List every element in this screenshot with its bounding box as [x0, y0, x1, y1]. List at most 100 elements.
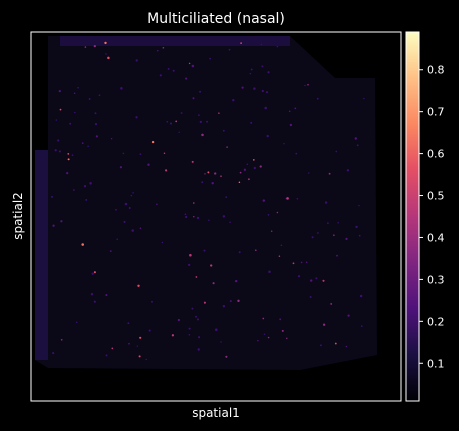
- expression-spot: [240, 42, 242, 44]
- expression-spot: [250, 121, 253, 124]
- expression-spot: [232, 99, 235, 102]
- expression-spot: [264, 106, 267, 110]
- expression-spot: [156, 203, 158, 206]
- expression-spot: [356, 144, 359, 147]
- tissue-region: [35, 36, 377, 370]
- expression-spot: [333, 234, 335, 236]
- expression-spot: [203, 249, 206, 252]
- expression-spot: [69, 122, 72, 125]
- expression-spot: [139, 153, 142, 155]
- expression-spot: [163, 152, 166, 155]
- expression-spot: [188, 334, 191, 336]
- expression-spot: [355, 225, 358, 229]
- expression-spot: [166, 120, 169, 123]
- expression-spot: [94, 112, 97, 115]
- expression-spot: [60, 338, 63, 341]
- expression-spot: [127, 322, 130, 325]
- expression-spot: [95, 135, 98, 138]
- colorbar-tick-label: 0.2: [427, 315, 445, 328]
- expression-spot: [145, 358, 147, 361]
- plot-area: [30, 31, 402, 402]
- expression-spot: [177, 318, 181, 322]
- expression-spot: [147, 163, 150, 167]
- expression-spot: [281, 329, 284, 332]
- expression-spot: [148, 329, 151, 332]
- colorbar-tick-label: 0.6: [427, 148, 445, 161]
- expression-spot: [167, 67, 170, 70]
- expression-spot: [304, 84, 306, 87]
- expression-spot: [212, 282, 215, 285]
- colorbar-tick-label: 0.4: [427, 231, 445, 244]
- expression-spot: [178, 131, 180, 133]
- expression-spot: [204, 173, 206, 175]
- expression-spot: [267, 71, 270, 74]
- expression-spot: [58, 89, 61, 93]
- expression-spot: [289, 123, 293, 127]
- expression-spot: [253, 87, 256, 90]
- expression-spot: [193, 215, 195, 218]
- expression-spot: [266, 134, 269, 138]
- expression-spot: [311, 236, 314, 239]
- expression-spot: [322, 279, 325, 282]
- x-axis-label: spatial1: [192, 406, 240, 420]
- expression-spot: [74, 111, 76, 114]
- expression-spot: [136, 345, 138, 347]
- expression-spot: [54, 149, 57, 152]
- expression-spot: [310, 279, 313, 282]
- expression-spot: [122, 152, 125, 155]
- expression-spot: [322, 323, 326, 326]
- expression-spot: [115, 208, 117, 211]
- expression-spot: [346, 169, 350, 172]
- colorbar-ticks: 0.1 0.2 0.3 0.4 0.5 0.6 0.7 0.8: [419, 64, 445, 370]
- expression-spot: [71, 154, 74, 156]
- expression-spot: [165, 169, 168, 172]
- expression-spot: [111, 347, 114, 350]
- colorbar: 0.1 0.2 0.3 0.4 0.5 0.6 0.7 0.8: [405, 31, 445, 402]
- expression-spot: [184, 213, 187, 216]
- expression-spot: [138, 355, 141, 358]
- expression-spot: [191, 307, 194, 310]
- expression-spot: [191, 160, 194, 163]
- expression-spot: [286, 197, 289, 200]
- expression-spot: [328, 172, 331, 175]
- expression-spot: [358, 204, 360, 207]
- tissue-area: [35, 36, 377, 370]
- expression-spot: [215, 328, 218, 331]
- expression-spot: [252, 159, 255, 161]
- expression-spot: [220, 175, 222, 177]
- expression-spot: [261, 89, 264, 93]
- expression-spot: [330, 302, 333, 305]
- expression-spot: [247, 178, 250, 181]
- expression-spot: [109, 250, 112, 252]
- expression-spot: [198, 114, 200, 116]
- expression-spot: [151, 140, 155, 144]
- expression-spot: [135, 116, 138, 119]
- expression-spot: [276, 211, 279, 214]
- expression-spot: [201, 133, 204, 137]
- expression-spot: [345, 237, 348, 241]
- expression-spot: [93, 44, 96, 48]
- expression-spot: [253, 166, 256, 170]
- expression-spot: [261, 65, 264, 68]
- expression-spot: [315, 277, 318, 280]
- expression-spot: [288, 110, 291, 113]
- expression-spot: [297, 275, 301, 278]
- expression-spot: [93, 300, 96, 303]
- expression-spot: [185, 77, 188, 80]
- expression-spot: [52, 352, 55, 355]
- expression-spot: [334, 342, 337, 345]
- expression-spot: [193, 202, 195, 204]
- expression-spot: [234, 279, 238, 283]
- expression-spot: [225, 196, 228, 198]
- expression-spot: [81, 142, 84, 144]
- expression-spot: [172, 69, 175, 72]
- expression-spot: [286, 337, 288, 340]
- expression-spot: [195, 276, 198, 278]
- expression-spot: [226, 146, 228, 148]
- expression-spot: [296, 197, 299, 200]
- expression-spot: [139, 336, 142, 339]
- expression-spot: [218, 112, 220, 114]
- expression-spot: [57, 139, 60, 142]
- expression-spot: [94, 122, 98, 126]
- expression-spot: [267, 214, 270, 216]
